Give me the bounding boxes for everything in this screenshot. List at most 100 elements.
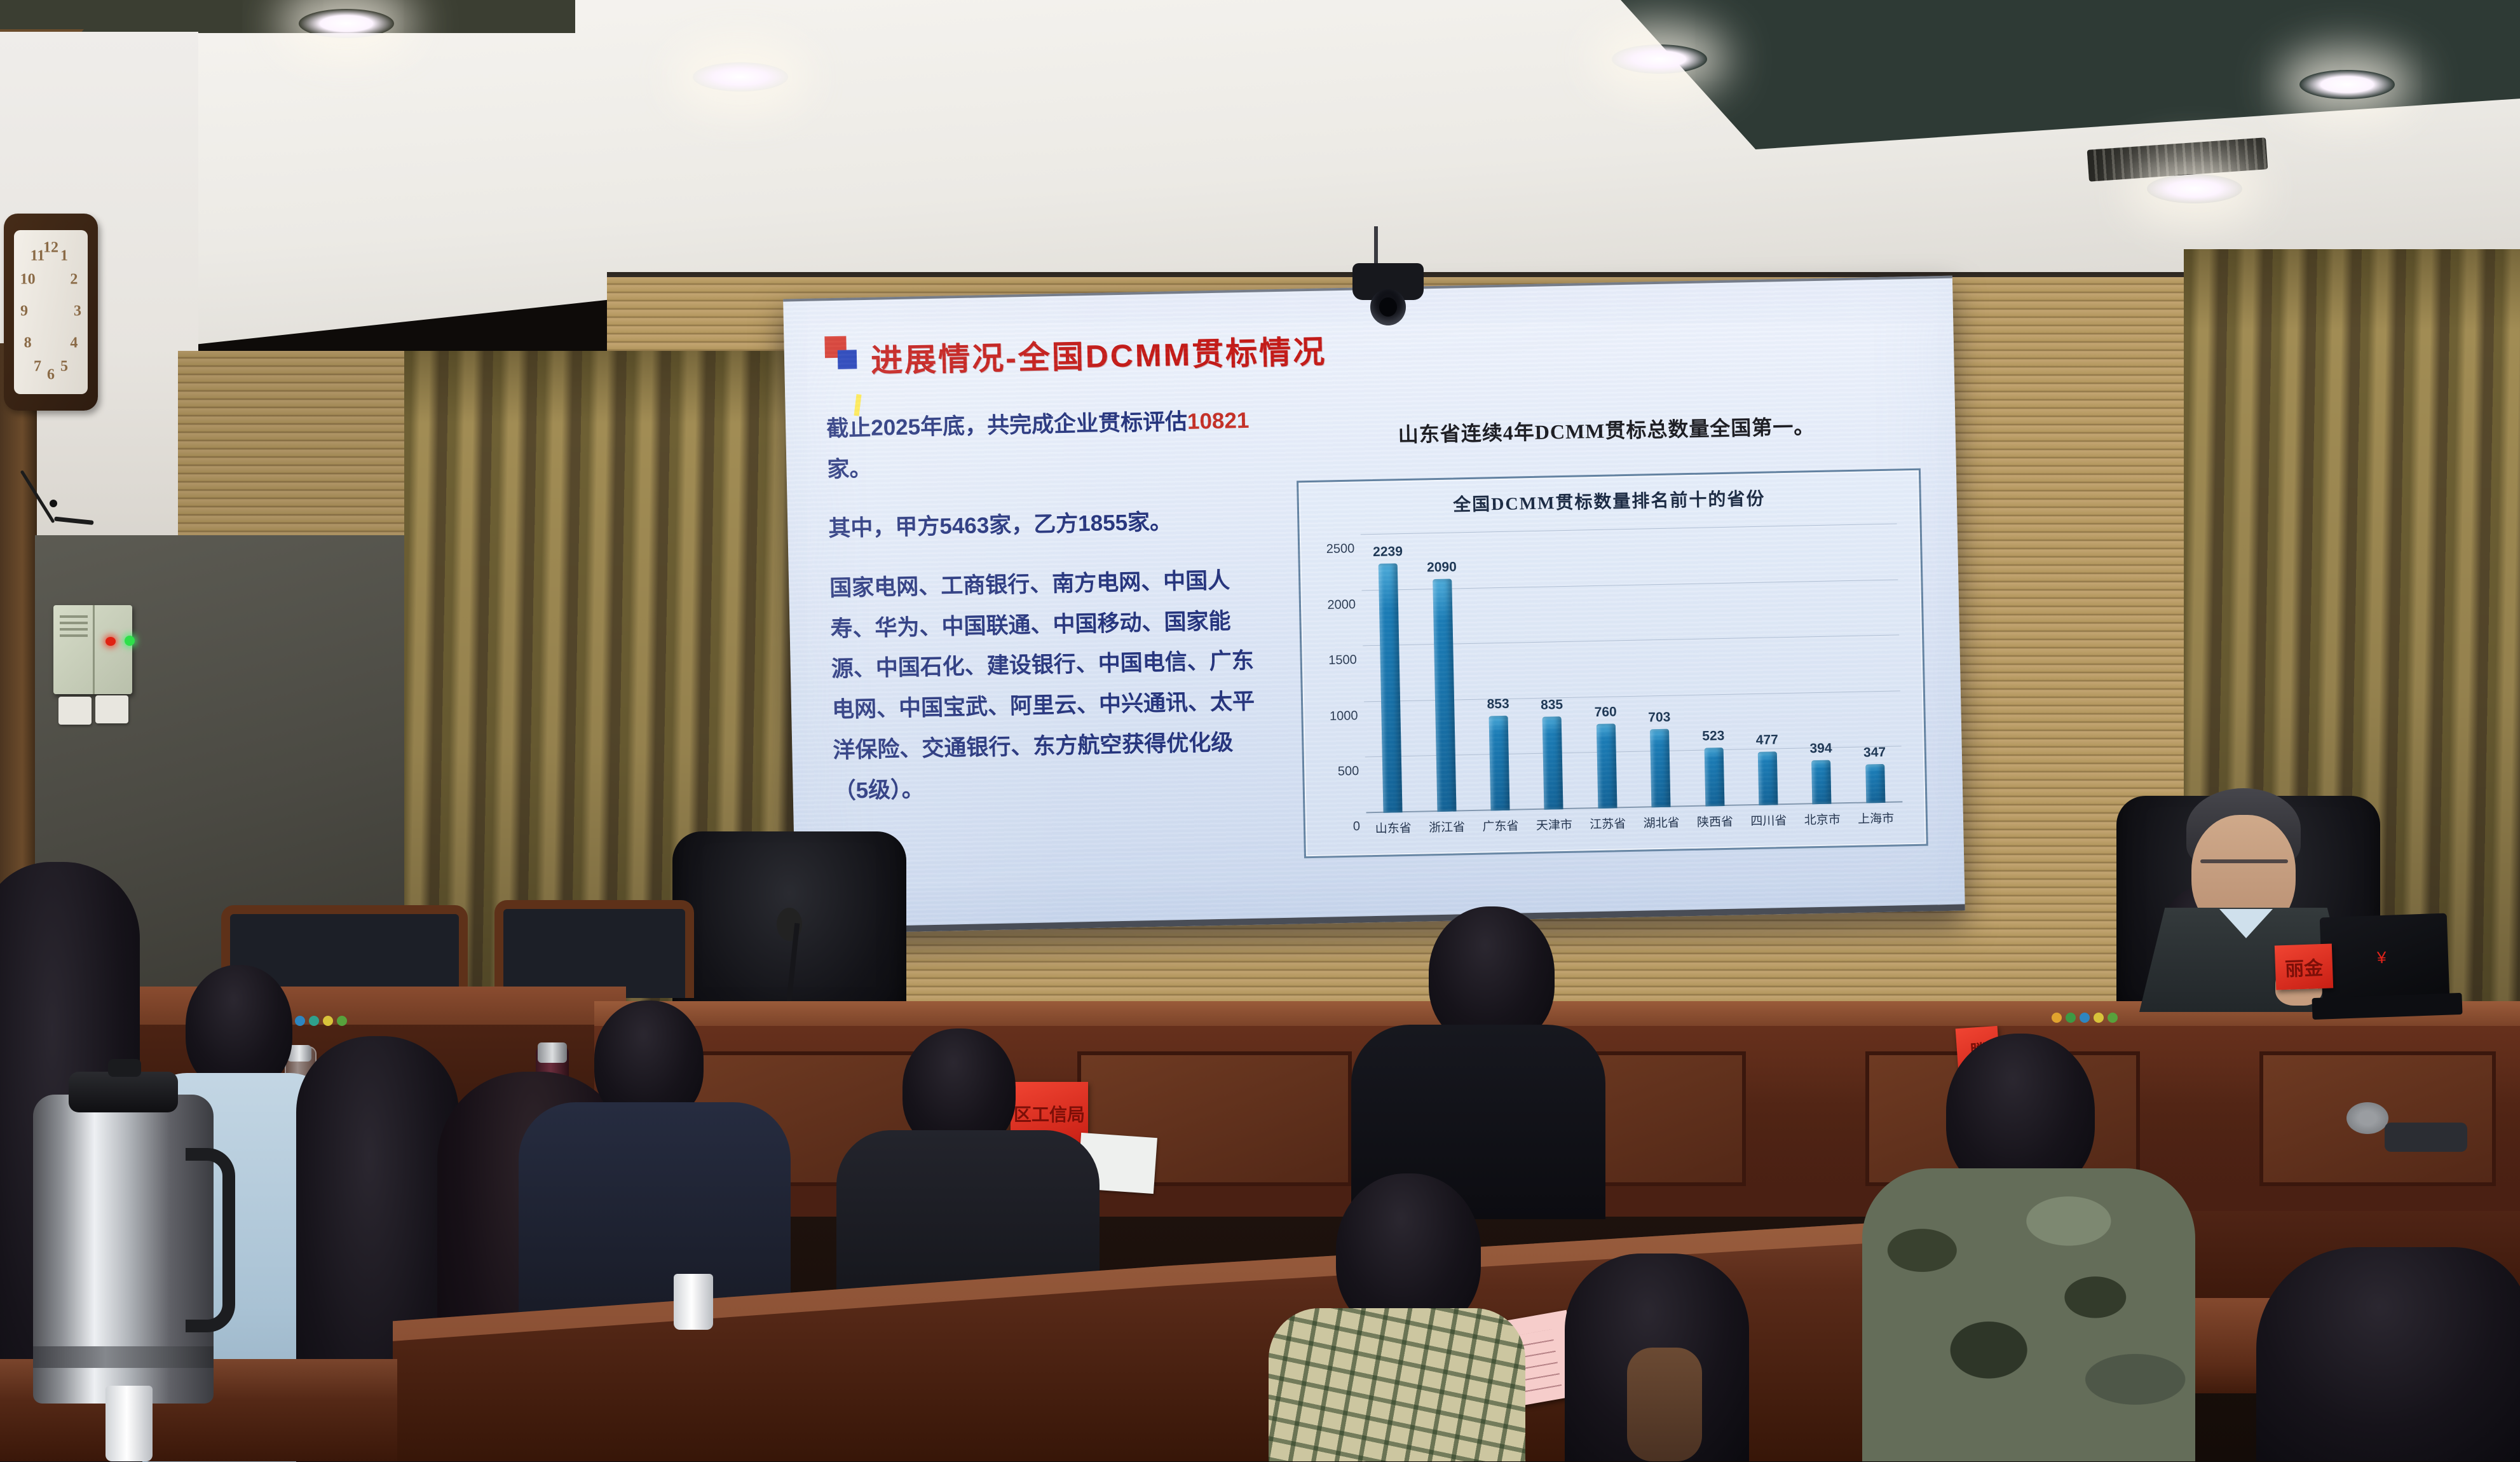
light-switch[interactable] [95,695,128,723]
bar-value-label: 394 [1809,741,1832,756]
chart-column: 477 四川省 [1739,526,1793,828]
clock-numeral: 9 [20,303,28,320]
jug-band [33,1346,214,1368]
green-indicator-light [125,636,135,646]
chart-column: 703 湖北省 [1631,528,1686,831]
chart-box: 全国DCMM贯标数量排名前十的省份 0 500 1000 1500 2000 2500 22… [1297,468,1928,859]
bar [1378,563,1403,813]
bar-value-label: 2090 [1426,559,1457,575]
downlight [299,9,394,38]
microphone-base [2385,1123,2467,1152]
clock-numeral: 3 [74,303,81,320]
chart-column: 394 北京市 [1792,525,1846,828]
jug-handle [186,1148,235,1332]
x-axis-category-label: 湖北省 [1643,816,1680,831]
clock-numeral: 6 [47,366,55,383]
wall-clock: 12 1 2 3 4 5 6 7 8 9 10 11 [4,214,98,525]
x-axis-category-label: 广东省 [1482,819,1519,834]
chart-column: 853 广东省 [1471,531,1525,833]
slide-paragraph-2: 其中，甲方5463家，乙方1855家。 [828,509,1173,542]
bar-value-label: 853 [1487,696,1509,712]
y-axis-tick-label: 500 [1337,764,1359,779]
vent-slots [60,615,88,641]
y-axis-tick-label: 2500 [1326,542,1355,556]
slide-paragraph-1: 截止2025年底，共完成企业贯标评估10821家。 [826,407,1250,482]
electrical-control-box [53,605,132,694]
attendee-camo-jacket [1862,1168,2195,1461]
bar-value-label: 835 [1540,697,1563,713]
title-blue-square-icon [837,350,857,369]
bar [1704,748,1724,807]
presenter-glasses [2200,859,2288,863]
chart-column: 347 上海市 [1846,524,1900,826]
x-axis-category-label: 上海市 [1857,812,1895,826]
box-seam [93,605,95,694]
jug-lid [69,1072,178,1112]
bar-value-label: 523 [1702,728,1725,744]
slide-paragraph-3: 国家电网、工商银行、南方电网、中国人寿、华为、中国联通、中国移动、国家能源、中国… [829,568,1255,803]
desk-microphone [2346,1102,2388,1134]
clock-center-cap [50,500,57,507]
bar [1488,715,1510,811]
clock-numeral: 2 [70,271,78,288]
highlight-number: 10821 [1187,407,1250,434]
camera-mount [1374,226,1378,266]
downlight [2147,174,2242,203]
bar [1811,760,1832,805]
chart-plot: 0 500 1000 1500 2000 2500 2239 山东省 2090 浙江省 853 广东省… [1326,523,1903,836]
ptz-camera [1352,226,1424,327]
y-axis-tick-label: 2000 [1327,597,1356,612]
ponytail [1627,1348,1702,1461]
bottle-cap [538,1042,567,1063]
chart-column: 2239 山东省 [1363,534,1417,836]
clock-face: 12 1 2 3 4 5 6 7 8 9 10 11 [14,230,88,394]
sticker-dots-strip [2052,1013,2118,1023]
downlight [1612,44,1707,74]
presentation-screen: 进展情况-全国DCMM贯标情况 截止2025年底，共完成企业贯标评估10821家… [783,275,1965,934]
clock-numeral: 10 [20,271,36,288]
x-axis-category-label: 江苏省 [1590,817,1626,832]
attendee-head [1336,1173,1481,1334]
y-axis-tick-label: 1500 [1328,653,1357,668]
x-axis-category-label: 四川省 [1750,814,1787,829]
light-switch[interactable] [58,697,92,725]
y-axis-tick-label: 1000 [1329,708,1358,723]
attendee-head [1946,1034,2095,1195]
attendee-dark-hair [2256,1247,2520,1461]
attendee-head [186,965,292,1091]
white-cup [106,1386,153,1461]
wooden-chair [494,900,694,998]
bar [1596,723,1618,809]
ceiling-recess-left [0,0,575,33]
chart-column: 835 天津市 [1524,531,1578,833]
attendee-head [1429,906,1555,1045]
clock-numeral: 4 [70,334,78,352]
x-axis-category-label: 天津市 [1536,818,1573,833]
chart-bars: 2239 山东省 2090 浙江省 853 广东省 835 天津市 760 江苏省 703 湖北省 52… [1361,524,1903,836]
chart-title: 全国DCMM贯标数量排名前十的省份 [1452,489,1766,516]
bar-value-label: 703 [1648,709,1671,725]
stainless-jug [33,1059,235,1404]
bar-value-label: 477 [1755,732,1779,748]
slide-title-row: 进展情况-全国DCMM贯标情况 [824,326,1327,416]
clock-numeral: 7 [34,358,41,375]
bar [1650,728,1671,808]
attendee-plaid-shirt [1269,1308,1525,1461]
bar [1865,764,1886,803]
bar-value-label: 347 [1863,745,1886,760]
presenter-name-card: 丽金 [2274,943,2334,990]
clock-numeral: 8 [24,334,32,352]
red-indicator-light [106,637,116,646]
x-axis-category-label: 浙江省 [1428,821,1466,835]
x-axis-category-label: 山东省 [1375,821,1412,837]
jug-knob [108,1059,141,1077]
slide-chart-column: 山东省连续4年DCMM贯标总数量全国第一。 全国DCMM贯标数量排名前十的省份 … [1291,387,1930,899]
x-axis-category-label: 陕西省 [1696,815,1734,830]
slide-content: 截止2025年底，共完成企业贯标评估10821家。 其中，甲方5463家，乙方1… [826,387,1930,908]
chart-column: 2090 浙江省 [1417,533,1471,835]
laptop: ¥ [2319,913,2450,1002]
bar-value-label: 760 [1594,704,1617,720]
downlight [2299,70,2395,99]
white-cup [674,1274,713,1330]
y-axis-tick-label: 0 [1352,819,1361,834]
